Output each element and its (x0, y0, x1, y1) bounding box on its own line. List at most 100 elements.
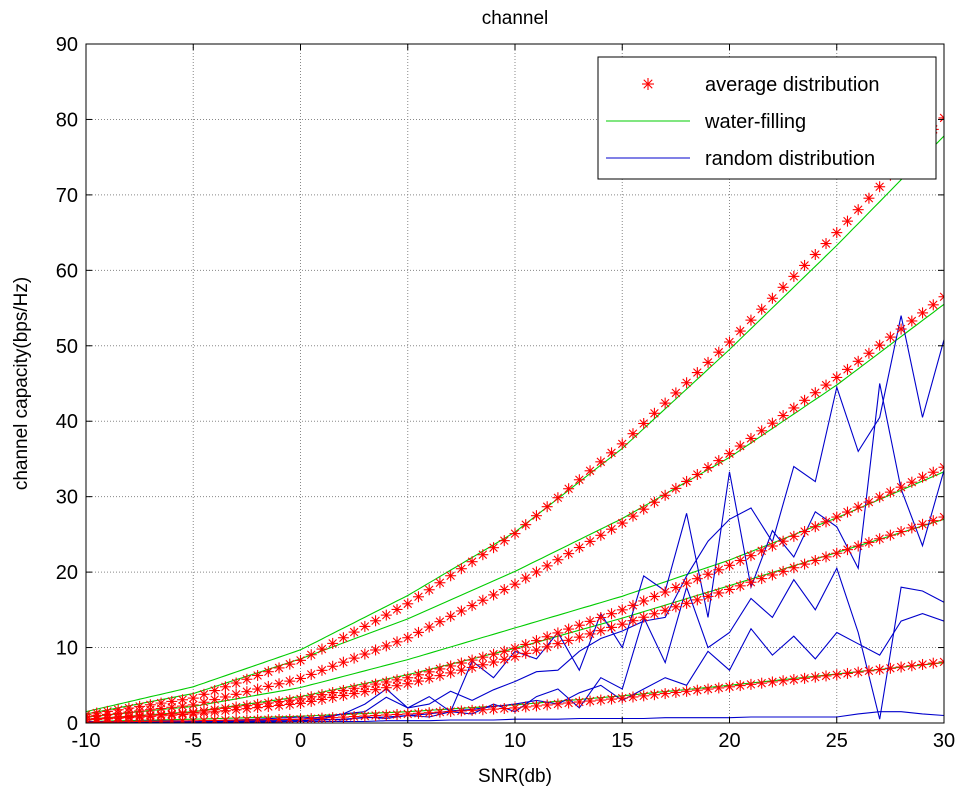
x-axis-title: SNR(db) (478, 766, 552, 787)
asterisk-marker (563, 483, 574, 494)
asterisk-marker (241, 686, 252, 697)
asterisk-marker (510, 528, 521, 539)
asterisk-marker (778, 282, 789, 293)
asterisk-marker (542, 699, 553, 710)
asterisk-marker (520, 648, 531, 659)
asterisk-marker (606, 608, 617, 619)
asterisk-marker (434, 577, 445, 588)
asterisk-marker (703, 462, 714, 473)
asterisk-marker (295, 655, 306, 666)
asterisk-marker (424, 584, 435, 595)
asterisk-marker (821, 238, 832, 249)
asterisk-marker (627, 428, 638, 439)
asterisk-marker (799, 559, 810, 570)
asterisk-marker (842, 364, 853, 375)
asterisk-marker (842, 216, 853, 227)
asterisk-marker (531, 510, 542, 521)
chart-title: channel (482, 8, 549, 29)
asterisk-marker (735, 680, 746, 691)
asterisk-marker (434, 670, 445, 681)
asterisk-marker (831, 227, 842, 238)
legend-label: average distribution (705, 74, 880, 96)
asterisk-marker (810, 672, 821, 683)
asterisk-marker (467, 705, 478, 716)
asterisk-marker (735, 326, 746, 337)
asterisk-marker (681, 686, 692, 697)
asterisk-marker (606, 447, 617, 458)
asterisk-marker (896, 662, 907, 673)
asterisk-marker (499, 703, 510, 714)
asterisk-marker (617, 693, 628, 704)
asterisk-marker (842, 668, 853, 679)
asterisk-marker (381, 682, 392, 693)
asterisk-marker (445, 570, 456, 581)
asterisk-marker (316, 644, 327, 655)
asterisk-marker (810, 555, 821, 566)
asterisk-marker (370, 615, 381, 626)
asterisk-marker (831, 512, 842, 523)
asterisk-marker (638, 690, 649, 701)
asterisk-marker (284, 659, 295, 670)
asterisk-marker (595, 456, 606, 467)
asterisk-marker (703, 357, 714, 368)
asterisk-marker (928, 515, 939, 526)
asterisk-marker (799, 395, 810, 406)
asterisk-marker (531, 645, 542, 656)
asterisk-marker (906, 660, 917, 671)
asterisk-marker (896, 526, 907, 537)
asterisk-marker (649, 497, 660, 508)
asterisk-marker (499, 584, 510, 595)
asterisk-marker (574, 474, 585, 485)
asterisk-marker (295, 673, 306, 684)
asterisk-marker (692, 469, 703, 480)
y-tick-label: 30 (56, 487, 78, 509)
asterisk-marker (863, 348, 874, 359)
y-axis-title: channel capacity(bps/Hz) (11, 277, 32, 490)
asterisk-marker (585, 536, 596, 547)
asterisk-marker (778, 675, 789, 686)
asterisk-marker (853, 541, 864, 552)
asterisk-marker (713, 455, 724, 466)
asterisk-marker (853, 356, 864, 367)
x-tick-label: 10 (504, 730, 526, 752)
asterisk-marker (863, 665, 874, 676)
asterisk-marker (338, 632, 349, 643)
asterisk-marker (617, 438, 628, 449)
asterisk-marker (928, 467, 939, 478)
asterisk-marker (681, 476, 692, 487)
asterisk-marker (220, 691, 231, 702)
asterisk-marker (413, 591, 424, 602)
asterisk-marker (745, 315, 756, 326)
asterisk-marker (349, 627, 360, 638)
asterisk-marker (767, 569, 778, 580)
asterisk-marker (724, 560, 735, 571)
y-tick-label: 50 (56, 336, 78, 358)
asterisk-marker (434, 707, 445, 718)
asterisk-marker (735, 441, 746, 452)
asterisk-marker (381, 640, 392, 651)
asterisk-marker (585, 465, 596, 476)
asterisk-marker (638, 418, 649, 429)
asterisk-marker (660, 398, 671, 409)
asterisk-marker (316, 694, 327, 705)
asterisk-marker (456, 605, 467, 616)
asterisk-marker (703, 569, 714, 580)
asterisk-marker (831, 548, 842, 559)
asterisk-marker (649, 408, 660, 419)
asterisk-marker (874, 533, 885, 544)
asterisk-marker (692, 685, 703, 696)
asterisk-marker (467, 600, 478, 611)
asterisk-marker (552, 698, 563, 709)
asterisk-marker (338, 712, 349, 723)
asterisk-marker (928, 299, 939, 310)
asterisk-marker (338, 657, 349, 668)
asterisk-marker (917, 519, 928, 530)
asterisk-marker (767, 676, 778, 687)
asterisk-marker (885, 530, 896, 541)
asterisk-marker (574, 697, 585, 708)
asterisk-marker (756, 678, 767, 689)
asterisk-marker (756, 545, 767, 556)
asterisk-marker (381, 610, 392, 621)
asterisk-marker (788, 402, 799, 413)
asterisk-marker (896, 324, 907, 335)
